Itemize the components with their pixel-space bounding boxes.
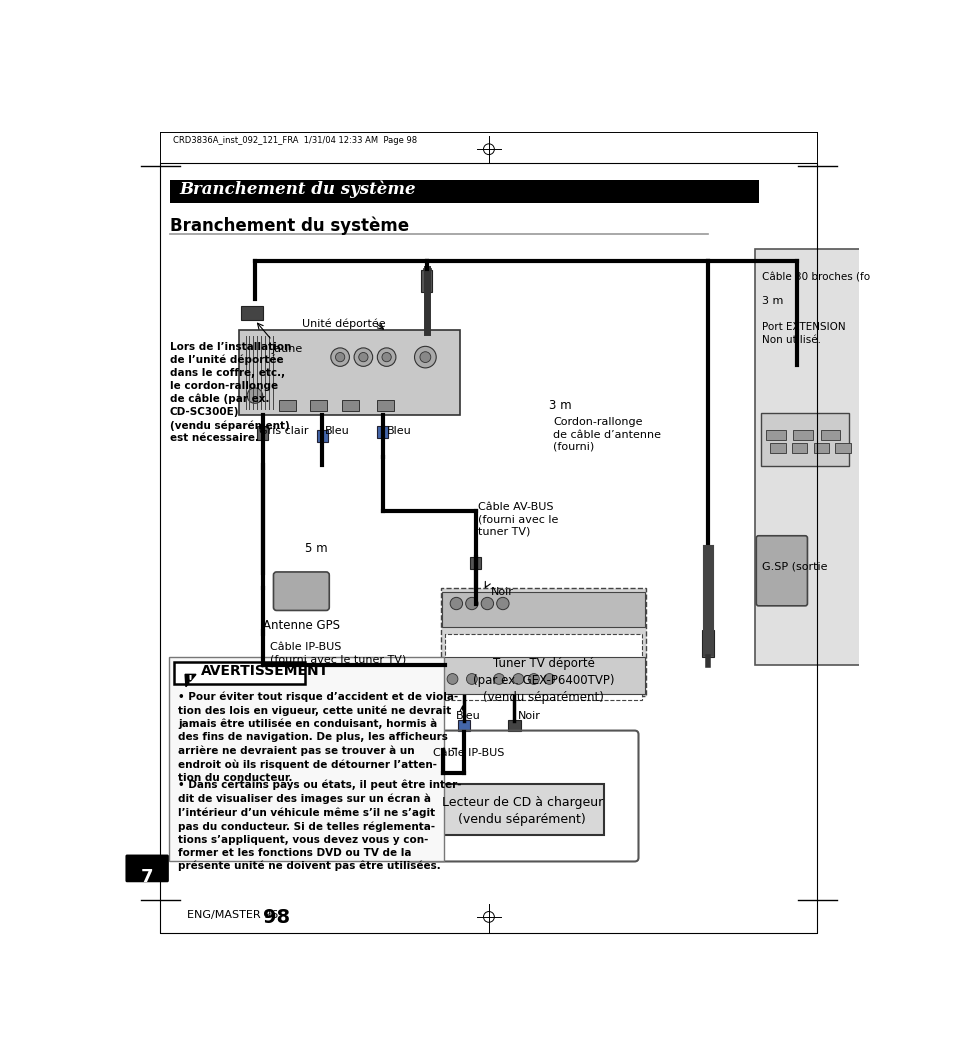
FancyBboxPatch shape <box>274 572 329 611</box>
FancyBboxPatch shape <box>257 427 268 440</box>
Text: • Pour éviter tout risque d’accident et de viola-
tion des lois en vigueur, cett: • Pour éviter tout risque d’accident et … <box>178 692 458 783</box>
Circle shape <box>415 347 436 368</box>
Text: Antenne GPS: Antenne GPS <box>263 619 339 632</box>
FancyBboxPatch shape <box>278 400 295 411</box>
Text: Port EXTENSION
Non utilisé.: Port EXTENSION Non utilisé. <box>761 323 845 345</box>
Text: Bleu: Bleu <box>324 427 349 436</box>
Circle shape <box>447 674 457 684</box>
FancyBboxPatch shape <box>457 720 470 730</box>
Text: 5 m: 5 m <box>305 542 328 555</box>
FancyBboxPatch shape <box>813 442 828 453</box>
Text: 3 m: 3 m <box>761 295 783 306</box>
Circle shape <box>450 597 462 610</box>
FancyBboxPatch shape <box>793 430 812 440</box>
Text: Bleu: Bleu <box>386 427 411 436</box>
FancyBboxPatch shape <box>508 720 520 730</box>
Text: ENG/MASTER 96: ENG/MASTER 96 <box>187 910 278 920</box>
FancyBboxPatch shape <box>125 854 169 882</box>
Text: !: ! <box>187 675 193 685</box>
FancyBboxPatch shape <box>421 270 432 292</box>
Circle shape <box>381 352 391 362</box>
Text: Câble IP-BUS: Câble IP-BUS <box>433 748 504 758</box>
FancyBboxPatch shape <box>769 442 785 453</box>
Circle shape <box>377 348 395 367</box>
FancyBboxPatch shape <box>701 631 714 658</box>
Text: AVERTISSEMENT: AVERTISSEMENT <box>201 664 330 678</box>
Circle shape <box>465 597 477 610</box>
Circle shape <box>513 674 523 684</box>
Text: Câble IP-BUS
(fourni avec le tuner TV): Câble IP-BUS (fourni avec le tuner TV) <box>270 642 406 664</box>
FancyBboxPatch shape <box>760 413 848 467</box>
Text: 7: 7 <box>141 868 153 886</box>
Text: 98: 98 <box>262 908 290 927</box>
FancyBboxPatch shape <box>444 635 641 700</box>
Circle shape <box>247 388 262 404</box>
Text: Câble 30 broches (fo: Câble 30 broches (fo <box>761 272 870 283</box>
FancyBboxPatch shape <box>754 249 865 665</box>
FancyBboxPatch shape <box>310 400 327 411</box>
Circle shape <box>480 597 493 610</box>
Text: Noir: Noir <box>517 712 540 721</box>
FancyBboxPatch shape <box>241 306 262 321</box>
FancyBboxPatch shape <box>377 426 388 438</box>
Text: Gris clair: Gris clair <box>258 427 308 436</box>
Text: • Dans certains pays ou états, il peut être inter-
dit de visualiser des images : • Dans certains pays ou états, il peut ê… <box>178 780 461 871</box>
Text: 3 m: 3 m <box>549 399 572 412</box>
Text: Noir: Noir <box>491 586 514 597</box>
Text: Jaune: Jaune <box>272 344 303 354</box>
Text: Lors de l’installation
de l’unité déportée
dans le coffre, etc.,
le cordon-rallo: Lors de l’installation de l’unité déport… <box>170 342 291 444</box>
FancyBboxPatch shape <box>174 662 305 683</box>
FancyBboxPatch shape <box>342 400 359 411</box>
Circle shape <box>497 597 509 610</box>
FancyBboxPatch shape <box>440 784 603 834</box>
FancyBboxPatch shape <box>791 442 806 453</box>
Circle shape <box>335 352 344 362</box>
Circle shape <box>358 352 368 362</box>
Text: Câble AV-BUS
(fourni avec le
tuner TV): Câble AV-BUS (fourni avec le tuner TV) <box>477 502 558 537</box>
FancyBboxPatch shape <box>442 657 644 694</box>
FancyBboxPatch shape <box>169 658 443 861</box>
FancyBboxPatch shape <box>442 592 644 626</box>
Text: Unité déportée: Unité déportée <box>302 318 385 329</box>
Circle shape <box>331 348 349 367</box>
Circle shape <box>528 674 538 684</box>
Text: CRD3836A_inst_092_121_FRA  1/31/04 12:33 AM  Page 98: CRD3836A_inst_092_121_FRA 1/31/04 12:33 … <box>173 137 417 145</box>
Circle shape <box>419 352 431 363</box>
FancyBboxPatch shape <box>440 589 645 696</box>
FancyBboxPatch shape <box>470 557 480 569</box>
Text: Bleu: Bleu <box>456 712 480 721</box>
FancyBboxPatch shape <box>765 430 785 440</box>
FancyBboxPatch shape <box>377 400 394 411</box>
Text: Branchement du système: Branchement du système <box>170 217 408 235</box>
Circle shape <box>493 674 504 684</box>
Text: G.SP (sortie: G.SP (sortie <box>761 561 827 571</box>
FancyBboxPatch shape <box>316 430 328 441</box>
FancyBboxPatch shape <box>756 536 806 605</box>
FancyBboxPatch shape <box>835 442 850 453</box>
Text: Cordon-rallonge
de câble d’antenne
(fourni): Cordon-rallonge de câble d’antenne (four… <box>553 417 660 452</box>
Text: Tuner TV déporté
(par ex. GEX-P6400TVP)
(vendu séparément): Tuner TV déporté (par ex. GEX-P6400TVP) … <box>473 658 614 704</box>
Circle shape <box>354 348 373 367</box>
Circle shape <box>466 674 476 684</box>
Circle shape <box>543 674 555 684</box>
Text: Branchement du système: Branchement du système <box>179 181 416 199</box>
FancyBboxPatch shape <box>239 330 459 415</box>
Polygon shape <box>185 675 195 686</box>
FancyBboxPatch shape <box>170 180 758 203</box>
FancyBboxPatch shape <box>820 430 840 440</box>
Text: Lecteur de CD à chargeur
(vendu séparément): Lecteur de CD à chargeur (vendu séparéme… <box>441 797 602 826</box>
